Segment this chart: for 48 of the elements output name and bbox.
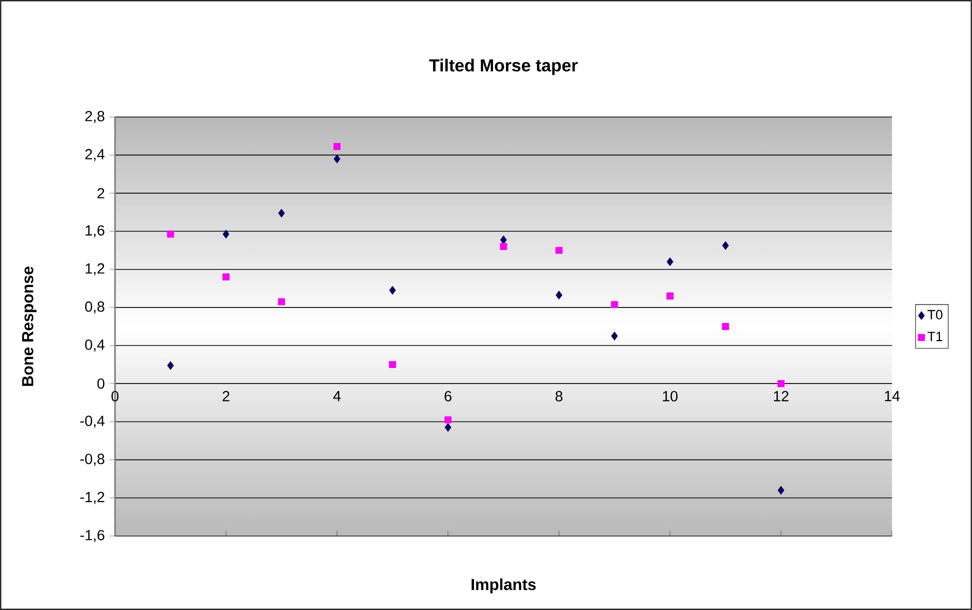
y-tick-label: 0,4 [85,339,105,352]
point [444,416,452,424]
point [334,154,340,164]
point [778,486,784,495]
point [666,292,674,300]
y-tick-label: -1,6 [80,530,104,542]
x-tick-label: 4 [333,391,341,402]
y-tick-label: 2 [98,188,104,198]
point [167,230,174,238]
x-axis-title: Implants [472,578,536,594]
point [556,290,562,300]
x-tick-label: 10 [662,391,678,402]
point [611,301,618,308]
point [666,257,674,266]
point [444,423,452,432]
y-tick-label: 2,8 [85,110,104,124]
point [389,286,396,295]
x-tick-label: 8 [556,391,562,402]
y-tick-label: 0,8 [85,301,104,314]
x-tick-label: 6 [444,391,452,402]
y-tick-label: -1,2 [80,492,104,504]
point [722,241,729,250]
y-tick-label: 0 [97,378,104,389]
point [334,143,340,150]
y-tick-label: -0,4 [80,416,105,428]
point [222,230,230,238]
point [278,298,285,306]
chart-title: Tilted Morse taper [429,58,578,75]
point [722,323,729,330]
x-tick-label: 14 [884,391,900,402]
x-tick-label: 2 [222,391,230,402]
point [611,332,618,340]
y-tick-label: 1,2 [86,263,104,276]
y-tick-label: 2,4 [85,149,105,162]
point [500,243,507,250]
y-axis-title: Bone Response [22,266,36,386]
x-tick-label: 0 [111,391,118,402]
point [389,361,396,368]
y-tick-label: -0,8 [80,454,104,466]
legend-label: T1 [928,332,942,342]
x-tick-label: 12 [774,391,788,402]
point [278,208,285,218]
point [222,274,230,280]
point [167,361,174,370]
point [556,246,562,254]
y-tick-label: 1,6 [86,225,104,238]
point [778,380,784,388]
legend-label: T0 [928,310,942,320]
